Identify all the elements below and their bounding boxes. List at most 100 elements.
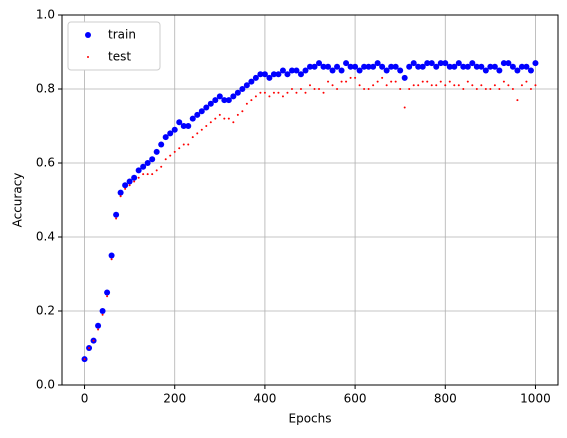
point: [421, 80, 424, 83]
point: [388, 63, 395, 70]
point: [491, 63, 498, 70]
point: [430, 84, 433, 87]
point: [106, 295, 109, 298]
point: [169, 154, 172, 157]
point: [381, 76, 384, 79]
point: [511, 88, 514, 90]
point: [239, 86, 246, 92]
x-tick-label: 0: [81, 392, 89, 406]
point: [126, 178, 133, 185]
y-axis-label: Accuracy: [11, 173, 25, 228]
point: [185, 123, 192, 129]
series: [81, 60, 539, 363]
point: [146, 173, 149, 176]
point: [151, 173, 154, 176]
point: [354, 76, 357, 79]
point: [189, 115, 196, 122]
point: [160, 165, 163, 168]
point: [316, 60, 323, 67]
point: [457, 84, 460, 87]
point: [214, 117, 217, 120]
point: [349, 76, 352, 79]
point: [205, 125, 208, 127]
point: [153, 148, 160, 155]
point: [394, 80, 397, 83]
point: [182, 143, 185, 146]
point: [234, 89, 241, 96]
point: [137, 176, 140, 179]
point: [131, 174, 138, 181]
point: [307, 63, 313, 70]
point: [236, 113, 239, 116]
point: [340, 80, 343, 83]
point: [527, 67, 534, 74]
point: [284, 71, 291, 78]
point: [209, 121, 212, 124]
point: [471, 84, 474, 87]
point: [516, 99, 519, 102]
point: [297, 71, 304, 78]
point: [428, 60, 435, 67]
point: [218, 113, 221, 116]
point: [295, 91, 298, 94]
point: [259, 91, 262, 94]
point: [272, 91, 275, 94]
point: [509, 63, 516, 70]
point: [439, 80, 442, 83]
x-tick-label: 200: [163, 392, 186, 406]
point: [261, 71, 268, 78]
point: [460, 63, 467, 70]
point: [124, 187, 127, 190]
point: [433, 63, 440, 70]
point: [352, 63, 359, 70]
point: [108, 252, 115, 259]
point: [140, 163, 147, 170]
point: [200, 128, 203, 131]
point: [408, 88, 411, 90]
point: [376, 80, 379, 83]
point: [374, 60, 381, 67]
point: [379, 63, 386, 70]
point: [365, 63, 372, 70]
point: [482, 67, 489, 74]
point: [437, 60, 444, 67]
point: [288, 67, 295, 74]
point: [446, 63, 453, 70]
point: [518, 63, 525, 70]
point: [207, 100, 214, 107]
point: [171, 126, 178, 133]
x-tick-label: 800: [434, 392, 457, 406]
point: [534, 84, 537, 87]
point: [523, 63, 530, 70]
point: [507, 84, 510, 87]
point: [223, 117, 226, 120]
point: [367, 88, 370, 90]
point: [529, 88, 532, 90]
point: [514, 67, 521, 74]
point: [252, 74, 259, 81]
y-tick-label: 0.6: [36, 156, 55, 170]
y-tick-label: 1.0: [36, 8, 55, 22]
point: [117, 189, 124, 196]
point: [415, 63, 422, 70]
point: [311, 63, 318, 70]
point: [299, 88, 302, 90]
point: [444, 84, 447, 87]
point: [113, 211, 120, 218]
point: [473, 63, 480, 70]
x-axis-label: Epochs: [289, 412, 332, 426]
point: [390, 80, 393, 83]
point: [403, 106, 406, 109]
point: [212, 97, 219, 104]
point: [162, 134, 169, 141]
point: [221, 97, 228, 104]
point: [230, 93, 237, 100]
point: [363, 88, 366, 90]
point: [167, 130, 174, 137]
point: [383, 67, 390, 74]
point: [480, 84, 483, 87]
point: [487, 63, 494, 70]
point: [178, 147, 181, 150]
point: [448, 80, 451, 83]
